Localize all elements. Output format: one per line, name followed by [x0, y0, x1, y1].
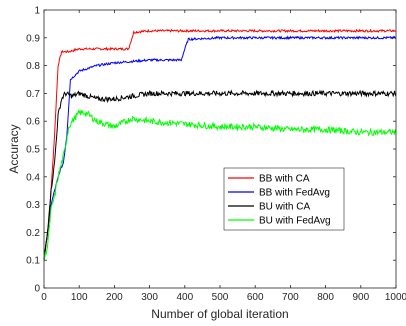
y-tick-label: 0.7	[26, 89, 40, 100]
series-layer	[43, 28, 397, 261]
x-axis-title: Number of global iteration	[151, 307, 288, 321]
x-tick-label: 100	[71, 292, 88, 303]
y-tick-label: 0.3	[26, 200, 40, 211]
x-tick-label: 0	[41, 292, 47, 303]
y-tick-label: 0.1	[26, 256, 40, 267]
y-tick-label: 0	[34, 284, 40, 295]
series-line-3	[43, 89, 397, 260]
series-line-4	[43, 109, 397, 261]
x-tick-label: 900	[352, 292, 369, 303]
x-tick-label: 600	[247, 292, 264, 303]
x-tick-label: 800	[317, 292, 334, 303]
y-tick-label: 0.6	[26, 117, 40, 128]
ticks-layer: 0 100 200 300 400 500 600 700 800 900 1000 0 0.1 0.2 0…	[26, 6, 406, 304]
plot-area	[44, 10, 396, 288]
x-tick-label: 300	[141, 292, 158, 303]
legend: BB with CA BB with FedAvg BU with CA BU wit…	[223, 167, 345, 231]
legend-label: BB with FedAvg	[259, 188, 330, 199]
x-tick-label: 400	[176, 292, 193, 303]
series-line-2	[43, 35, 397, 261]
x-tick-label: 700	[282, 292, 299, 303]
y-tick-label: 0.9	[26, 33, 40, 44]
y-tick-label: 1	[34, 6, 40, 17]
x-tick-label: 1000	[385, 292, 406, 303]
y-axis-title: Accuracy	[7, 124, 21, 173]
x-tick-label: 500	[212, 292, 229, 303]
legend-label: BU with FedAvg	[259, 216, 331, 227]
y-tick-label: 0.4	[26, 172, 40, 183]
legend-label: BU with CA	[259, 202, 310, 213]
x-tick-label: 200	[106, 292, 123, 303]
y-tick-label: 0.8	[26, 61, 40, 72]
legend-label: BB with CA	[259, 174, 310, 185]
y-tick-label: 0.2	[26, 228, 40, 239]
y-tick-label: 0.5	[26, 145, 40, 156]
series-line-1	[43, 28, 397, 261]
